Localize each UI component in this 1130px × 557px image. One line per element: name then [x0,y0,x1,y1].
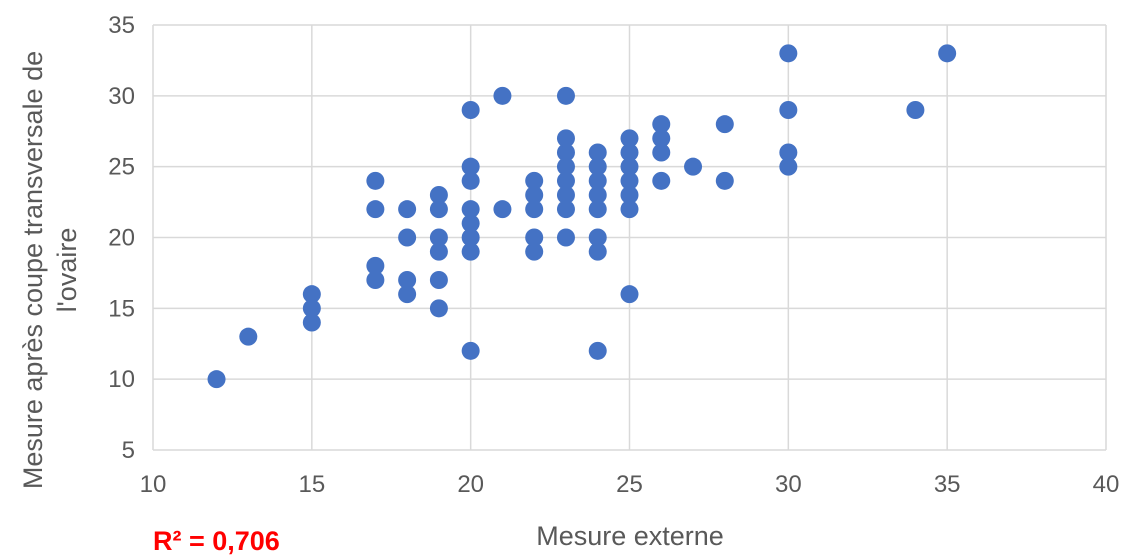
scatter-point [938,44,957,63]
scatter-point [461,214,480,233]
scatter-point [429,271,448,289]
scatter-point [525,242,544,261]
scatter-point [461,242,480,261]
scatter-point [588,242,607,261]
scatter-point [461,200,480,219]
scatter-point [525,186,544,204]
scatter-point [461,101,480,119]
scatter-point [620,143,639,162]
y-tick-label: 30 [108,83,135,110]
scatter-point [588,143,607,162]
scatter-point [493,86,512,105]
scatter-point [556,157,575,176]
scatter-point [525,200,544,219]
scatter-point [652,115,671,134]
scatter-point [588,171,607,190]
x-axis-title: Mesure externe [536,521,724,551]
scatter-point [429,228,448,247]
x-tick-label: 15 [298,471,325,498]
scatter-point [906,101,925,119]
x-tick-label: 20 [457,471,484,498]
scatter-point [779,143,798,162]
scatter-point [366,271,385,289]
scatter-point [684,157,703,176]
scatter-point [461,171,480,190]
y-tick-label: 15 [108,295,135,322]
scatter-point [398,228,417,247]
y-tick-label: 25 [108,154,135,181]
scatter-point [779,157,798,176]
scatter-point [588,186,607,204]
r-squared-annotation: R² = 0,706 [153,526,280,556]
y-tick-label: 20 [108,225,135,252]
scatter-point [302,299,321,318]
scatter-point [652,143,671,162]
scatter-point [207,370,226,389]
scatter-point [620,200,639,219]
scatter-point [588,157,607,176]
scatter-point [366,200,385,219]
x-tick-label: 10 [140,471,167,498]
scatter-point [620,171,639,190]
scatter-point [493,200,512,219]
scatter-point [588,228,607,247]
scatter-point [302,313,321,332]
x-tick-label: 40 [1093,471,1120,498]
y-axis-title-line-2: l'ovaire [52,228,82,313]
scatter-point [620,285,639,304]
scatter-point [556,86,575,105]
scatter-point [461,228,480,247]
y-axis-title-line-1: Mesure après coupe transversale de [18,51,48,489]
scatter-point [429,186,448,204]
x-tick-label: 25 [616,471,643,498]
scatter-point [556,186,575,204]
scatter-point [525,228,544,247]
scatter-point [366,256,385,275]
scatter-point [652,171,671,190]
scatter-point [556,228,575,247]
scatter-point [620,186,639,204]
x-tick-label: 30 [775,471,802,498]
scatter-point [715,115,734,134]
scatter-point [556,200,575,219]
y-tick-label: 5 [122,437,135,464]
scatter-point [429,242,448,261]
scatter-point [366,171,385,190]
scatter-point [620,157,639,176]
scatter-point [779,101,798,119]
y-tick-label: 35 [108,12,135,39]
scatter-point [429,200,448,219]
scatter-point [556,171,575,190]
scatter-point [398,285,417,304]
scatter-point [398,271,417,289]
scatter-point [620,129,639,148]
scatter-point [588,200,607,219]
scatter-point [779,44,798,63]
y-tick-label: 10 [108,366,135,393]
scatter-point [398,200,417,219]
grid [153,24,1107,450]
scatter-point [239,327,258,346]
x-tick-label: 35 [934,471,961,498]
axes [152,25,1106,451]
data-points [207,44,957,389]
scatter-point [715,171,734,190]
scatter-point [588,341,607,360]
scatter-point [556,143,575,162]
scatter-point [556,129,575,148]
scatter-point [652,129,671,148]
scatter-point [525,171,544,190]
scatter-point [461,341,480,360]
scatter-point [461,157,480,176]
scatter-point [429,299,448,318]
scatter-point [302,285,321,304]
